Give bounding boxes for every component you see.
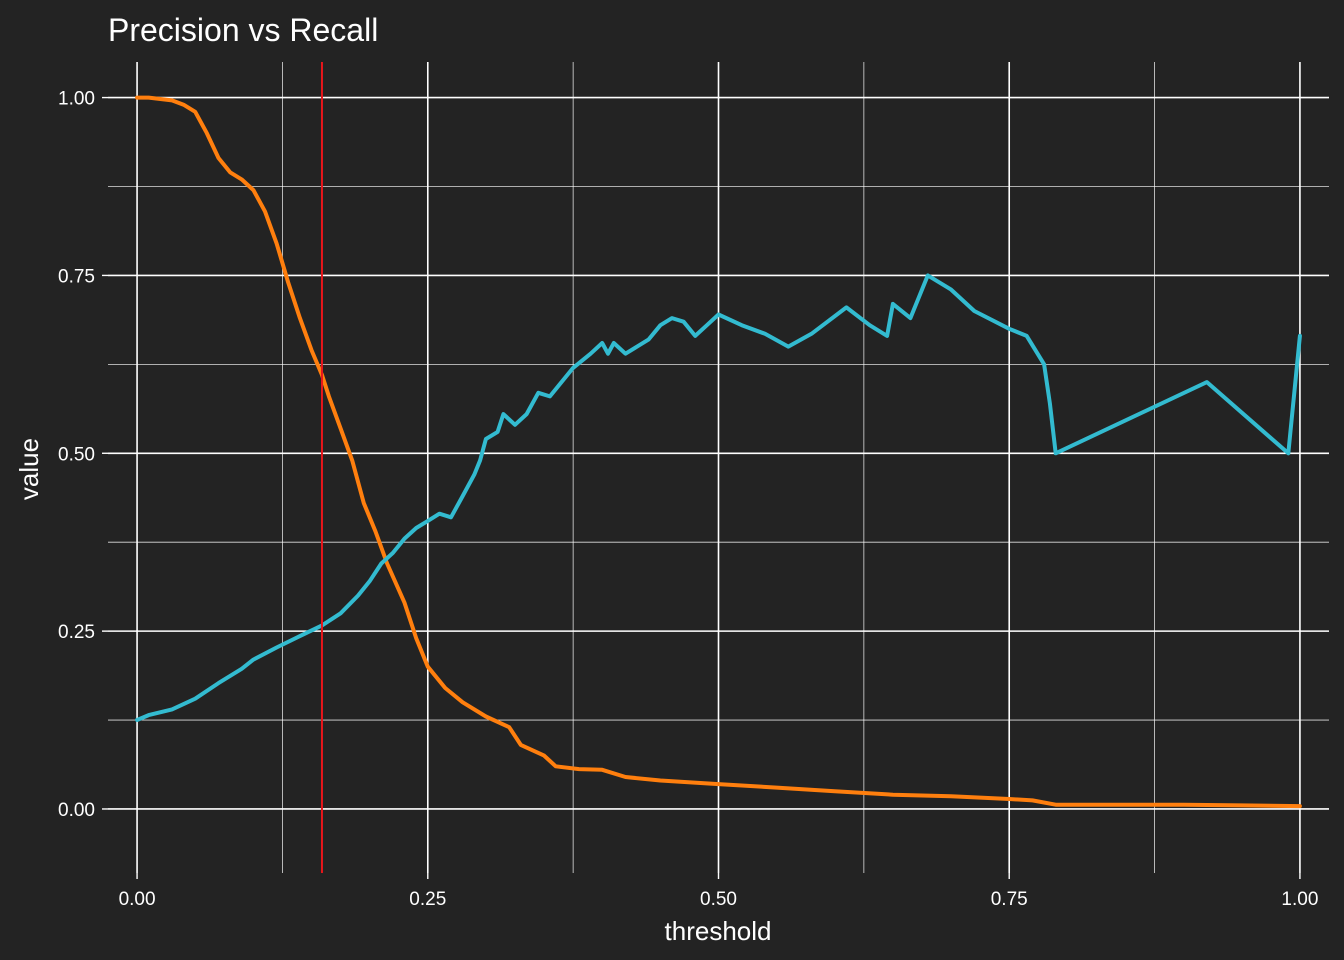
series-line-1: [135, 95, 1302, 809]
y-tick-label: 1.00: [58, 89, 95, 110]
y-axis-title: value: [14, 438, 44, 500]
x-tick-label: 0.00: [119, 889, 156, 910]
y-tick-label: 0.75: [58, 266, 95, 287]
x-tick-label: 0.25: [409, 889, 446, 910]
major-gridlines: [108, 62, 1329, 873]
y-tick-label: 0.50: [58, 444, 95, 465]
x-tick-label: 0.75: [991, 889, 1028, 910]
y-tick-label: 0.00: [58, 800, 95, 821]
y-tick-label: 0.25: [58, 622, 95, 643]
x-axis-ticks: 0.00 0.25 0.50 0.75 1.00: [119, 873, 1318, 910]
series-layer: [135, 95, 1302, 809]
series-line-2: [135, 273, 1302, 722]
x-tick-label: 1.00: [1281, 889, 1318, 910]
y-axis-ticks: 0.00 0.25 0.50 0.75 1.00: [58, 89, 108, 821]
chart-title: Precision vs Recall: [108, 12, 378, 48]
x-tick-label: 0.50: [700, 889, 737, 910]
x-axis-title: threshold: [665, 916, 772, 946]
